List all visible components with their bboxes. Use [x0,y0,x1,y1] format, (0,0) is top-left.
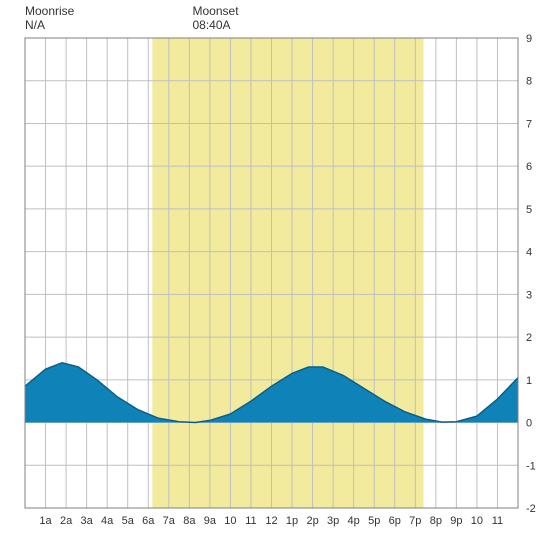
x-tick-label: 6a [142,515,155,527]
x-tick-label: 8p [430,515,442,527]
moonset-block: Moonset 08:40A [193,4,239,32]
x-tick-label: 11 [245,515,256,527]
x-tick-label: 1a [39,515,52,527]
chart-svg: -2-101234567891a2a3a4a5a6a7a8a9a1011121p… [0,0,550,550]
x-tick-label: 3p [327,515,339,527]
x-tick-label: 10 [471,515,483,527]
x-tick-label: 7p [409,515,421,527]
x-tick-label: 9p [450,515,462,527]
moonrise-value: N/A [25,18,74,32]
x-tick-label: 7a [163,515,176,527]
moonset-value: 08:40A [193,18,239,32]
moonset-label: Moonset [193,4,239,18]
x-tick-label: 12 [265,515,277,527]
x-tick-label: 2p [306,515,318,527]
x-tick-label: 5a [122,515,135,527]
moonrise-block: Moonrise N/A [25,4,74,32]
y-tick-label: 4 [526,247,532,259]
x-tick-label: 5p [368,515,380,527]
daylight-band [152,38,423,508]
x-tick-label: 2a [60,515,73,527]
y-tick-label: 6 [526,161,532,173]
y-tick-label: 1 [526,375,532,387]
x-tick-label: 3a [81,515,94,527]
x-tick-label: 11 [492,515,503,527]
y-tick-label: -2 [526,503,536,515]
tide-chart: Moonrise N/A Moonset 08:40A -2-101234567… [0,0,550,550]
y-tick-label: 0 [526,418,532,430]
y-tick-label: 9 [526,33,532,45]
y-tick-label: 5 [526,204,532,216]
y-tick-label: 8 [526,76,532,88]
y-tick-label: 2 [526,332,532,344]
x-tick-label: 4p [348,515,360,527]
y-tick-label: 7 [526,118,532,130]
x-tick-label: 10 [224,515,236,527]
y-tick-label: 3 [526,289,532,301]
y-tick-label: -1 [526,460,536,472]
moonrise-label: Moonrise [25,4,74,18]
x-tick-label: 8a [183,515,196,527]
x-tick-label: 9a [204,515,217,527]
x-tick-label: 4a [101,515,114,527]
x-tick-label: 1p [286,515,298,527]
x-tick-label: 6p [389,515,401,527]
